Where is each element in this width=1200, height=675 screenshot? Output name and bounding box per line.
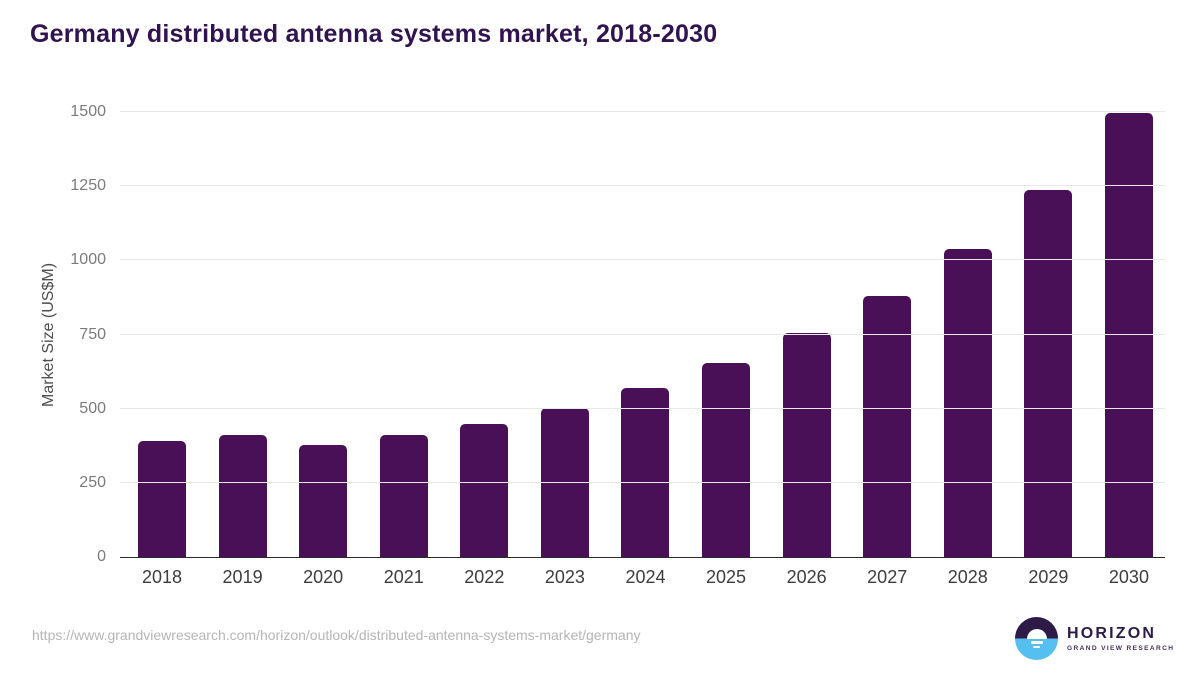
x-tick-label: 2029 [1028,567,1069,587]
gridline [120,481,1165,483]
gridline [120,407,1165,409]
x-tick-label: 2020 [303,567,344,587]
page-title: Germany distributed antenna systems mark… [30,20,718,48]
bar-2029[interactable] [1024,189,1073,557]
y-tick-label: 750 [79,325,106,343]
gridline [120,185,1165,187]
bar-2022[interactable] [460,424,509,557]
x-tick-label: 2022 [464,567,505,587]
x-tick-label: 2019 [222,567,263,587]
y-tick-label: 1250 [70,177,106,195]
gridline [120,111,1165,112]
x-tick-label: 2025 [706,567,747,587]
x-tick-label: 2030 [1108,567,1149,587]
bar-2021[interactable] [379,435,428,557]
bar-2026[interactable] [782,333,831,557]
logo-subbrand-text: GRAND VIEW RESEARCH [1067,644,1175,652]
gridline [120,333,1165,335]
horizon-logo-icon [1015,617,1058,660]
wave-icon [1033,645,1040,648]
x-tick-label: 2024 [625,567,666,587]
y-tick-label: 250 [79,473,106,491]
horizon-logo: HORIZON GRAND VIEW RESEARCH [1015,617,1174,660]
bar-2019[interactable] [218,435,267,557]
x-tick-label: 2018 [141,567,183,587]
y-tick-label: 500 [79,399,106,417]
bar-2024[interactable] [621,388,670,557]
x-tick-label: 2021 [383,567,424,587]
x-axis-labels: 2018 2019 2020 2021 2022 2023 2024 2025 2026 2027… [120,567,1165,588]
bar-2027[interactable] [863,295,912,557]
bar-2020[interactable] [299,445,348,557]
y-tick-label: 1500 [70,103,106,120]
gridline [120,259,1165,261]
plot-area: Market Size (US$M) 2018 2019 2020 2021 2022 2… [40,103,1165,587]
logo-brand-text: HORIZON [1067,625,1157,643]
y-tick-label: 1000 [70,251,106,269]
y-axis-label: Market Size (US$M) [40,262,57,407]
sun-icon [1026,628,1047,639]
source-url: https://www.grandviewresearch.com/horizo… [32,627,641,643]
y-tick-label: 0 [97,548,106,565]
x-tick-label: 2028 [947,567,988,587]
bar-2018[interactable] [138,441,186,557]
x-tick-label: 2027 [867,567,908,587]
bar-2028[interactable] [943,249,992,557]
x-tick-label: 2026 [786,567,827,587]
x-tick-label: 2023 [544,567,585,587]
bars-container [120,112,1165,557]
wave-icon [1030,641,1043,644]
bar-2030[interactable] [1104,113,1153,557]
bar-2025[interactable] [702,362,751,557]
